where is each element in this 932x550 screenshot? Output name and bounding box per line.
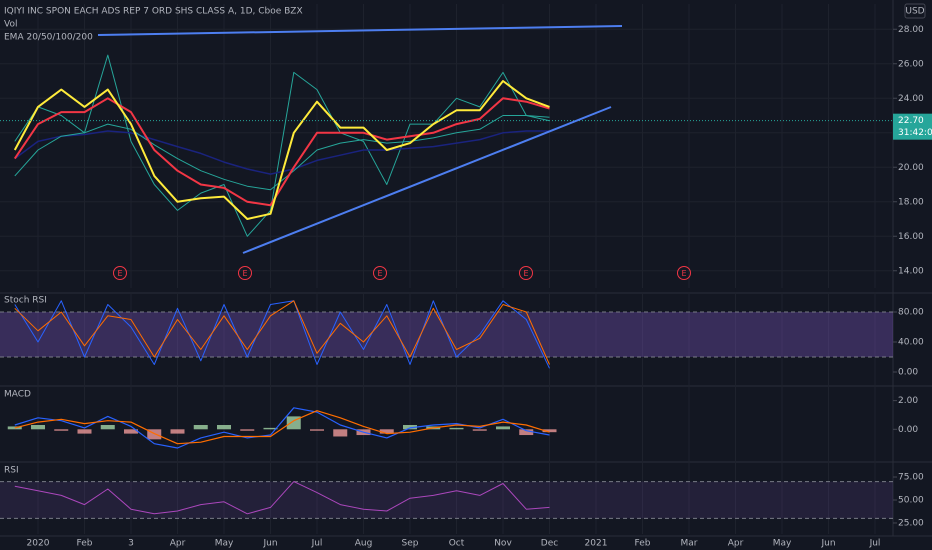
earnings-label: E [242,269,247,278]
histogram-bar [100,425,115,430]
earnings-label: E [377,269,382,278]
y-tick-label: 50.00 [898,496,924,506]
x-tick-label: 3 [128,539,134,549]
histogram-bar [31,425,45,430]
histogram-bar [379,429,394,434]
series-line [13,80,550,220]
series-line [14,300,550,369]
histogram-bar [54,429,69,431]
histogram-bar [519,429,534,436]
plot-layer: 2020 Feb 3 Apr May Jun Jul Aug Sep Oct Nov Dec 2021 F… [0,4,932,549]
histogram-bar [147,429,162,440]
series-line [14,115,550,191]
y-tick-label: 14.00 [898,266,924,276]
series-line [14,410,550,445]
trendline-upper [97,25,623,36]
earnings-marker [373,266,387,280]
ema-legend: EMA 20/50/100/200 [4,33,93,43]
rsi-legend: RSI [4,466,19,476]
histogram-bar [449,427,464,430]
y-tick-label: 16.00 [898,232,924,242]
y-tick-label: 75.00 [898,473,924,483]
histogram-bar [542,429,557,433]
x-tick-label: Mar [681,539,698,549]
x-tick-label: Feb [77,539,93,549]
y-tick-label: 18.00 [898,197,924,207]
histogram-bar [217,425,231,430]
y-tick-label: 40.00 [898,338,924,348]
x-tick-label: Nov [494,539,512,549]
y-tick-label: 0.00 [898,425,918,435]
chart-title: IQIYI INC SPON EACH ADS REP 7 ORD SHS CL… [4,7,303,17]
earnings-marker [677,266,691,280]
earnings-label: E [117,269,122,278]
series-line [14,300,550,365]
histogram-bar [240,429,255,431]
x-tick-label: Jun [820,539,835,549]
x-tick-label: Jul [869,539,881,549]
y-tick-label: 80.00 [898,308,924,318]
earnings-marker [238,266,252,280]
trendline-lower [242,106,612,254]
volume-legend: Vol [4,20,17,30]
histogram-bar [403,425,417,430]
histogram-bar [7,426,22,430]
y-tick-label: 26.00 [898,59,924,69]
series-line [13,97,550,207]
y-tick-label: 20.00 [898,163,924,173]
x-tick-label: Jun [262,539,277,549]
x-tick-label: 2021 [585,539,608,549]
x-tick-label: May [773,539,792,549]
x-tick-label: Aug [355,539,373,549]
earnings-marker [113,266,127,280]
macd-legend: MACD [4,390,31,400]
band [0,312,893,357]
histogram-bar [193,425,208,430]
x-tick-label: May [215,539,234,549]
stoch-rsi-legend: Stoch RSI [4,296,47,306]
last-price-tag [893,113,932,140]
histogram-bar [472,429,487,431]
countdown-label: 31:42:01 [898,128,932,138]
histogram-bar [496,426,510,430]
currency-label: USD [905,7,924,17]
y-tick-label: 25.00 [898,518,924,528]
series-line [14,407,550,449]
series-line [14,54,550,237]
y-tick-label: 2.00 [898,396,918,406]
histogram-bar [333,429,348,437]
histogram-bar [170,429,185,434]
x-tick-label: Sep [402,539,419,549]
last-price-label: 22.70 [898,116,924,126]
earnings-marker [519,266,533,280]
x-tick-label: Oct [449,539,465,549]
x-tick-label: Dec [541,539,558,549]
histogram-bar [263,427,278,430]
x-tick-label: Jul [311,539,323,549]
x-tick-label: Apr [728,539,744,549]
earnings-label: E [681,269,686,278]
x-tick-label: Apr [170,539,186,549]
x-tick-label: 2020 [27,539,50,549]
earnings-label: E [523,269,528,278]
histogram-bar [124,429,138,434]
histogram-bar [310,429,324,431]
y-tick-label: 0.00 [898,368,918,378]
histogram-bar [77,429,92,434]
band [0,481,893,519]
x-tick-label: Feb [635,539,651,549]
currency-box [904,3,926,19]
y-tick-label: 28.00 [898,25,924,35]
y-tick-label: 24.00 [898,94,924,104]
series-line [14,481,550,515]
